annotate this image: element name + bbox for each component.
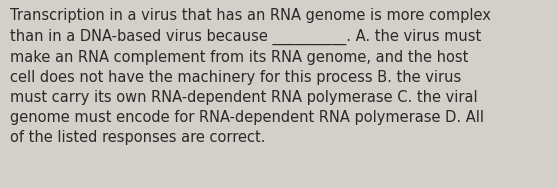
Text: Transcription in a virus that has an RNA genome is more complex
than in a DNA-ba: Transcription in a virus that has an RNA…	[10, 8, 491, 145]
